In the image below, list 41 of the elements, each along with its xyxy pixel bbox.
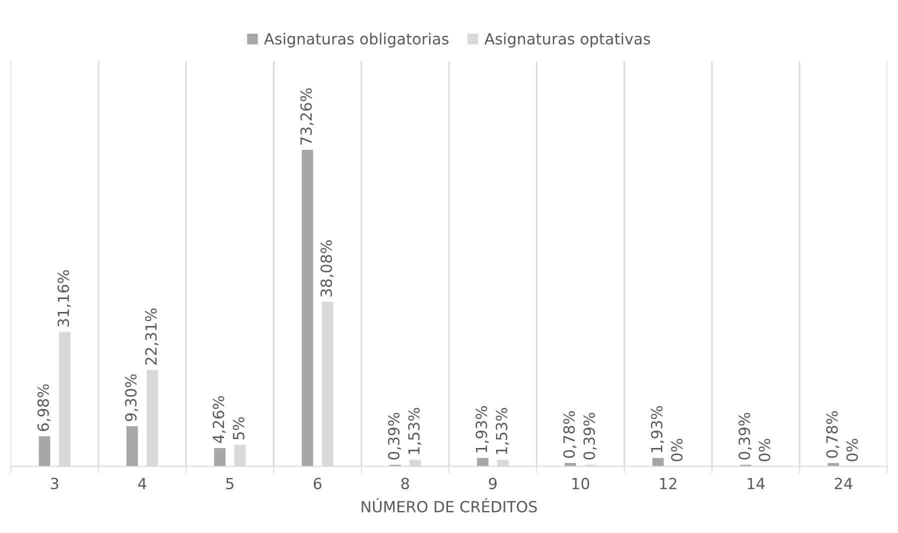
data-label: 22,31% (145, 308, 158, 365)
data-label: 0,39% (583, 412, 597, 460)
legend-label: Asignaturas optativas (484, 32, 650, 48)
data-label: 1,53% (496, 408, 509, 454)
x-tick-label: 4 (138, 478, 146, 490)
bar (477, 458, 488, 466)
bar (126, 426, 138, 466)
x-tick-label: 14 (748, 478, 765, 490)
x-tick-label: 12 (660, 478, 676, 490)
x-tick-label: 8 (401, 478, 409, 490)
legend-label: Asignaturas obligatorias (264, 32, 448, 48)
bar (564, 463, 576, 466)
data-label: 73,26% (300, 88, 314, 144)
x-tick-label: 24 (834, 478, 852, 490)
data-label: 1,93% (476, 406, 489, 452)
data-label: 31,16% (58, 270, 71, 326)
bar (302, 150, 314, 466)
data-label: 1,93% (650, 406, 664, 452)
bar (214, 448, 226, 466)
data-label: 0,39% (738, 412, 752, 460)
x-axis-title: NÚMERO DE CRÉDITOS (362, 498, 537, 512)
data-label: 9,30% (125, 374, 138, 422)
data-label: 6,98% (37, 384, 51, 431)
data-label: 5% (232, 417, 244, 440)
data-label: 38,08% (320, 240, 334, 297)
data-label: 0% (846, 438, 858, 462)
data-label: 1,53% (408, 408, 422, 454)
data-label: 0,78% (826, 411, 840, 458)
bar (652, 458, 664, 466)
data-label: 0,78% (563, 411, 576, 458)
x-tick-label: 10 (572, 478, 590, 490)
data-label: 0% (671, 438, 683, 462)
data-label: 0% (758, 438, 770, 462)
bar (828, 463, 840, 466)
x-tick-label: 5 (226, 478, 234, 490)
x-tick-label: 6 (314, 478, 322, 490)
x-tick-label: 9 (488, 478, 497, 490)
x-tick-label: 3 (50, 478, 58, 490)
bar (38, 436, 50, 466)
data-label: 4,26% (212, 396, 226, 444)
data-label: 0,39% (388, 412, 402, 460)
